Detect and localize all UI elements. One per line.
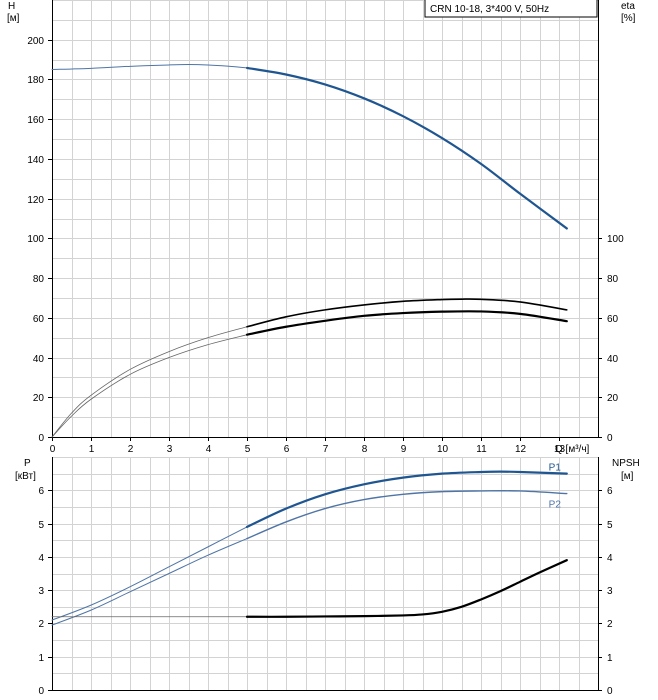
series-label-p1: P1 xyxy=(549,463,562,474)
npsh-axis-tick-label: 0 xyxy=(607,686,613,697)
npsh-axis-tick-label: 3 xyxy=(607,586,613,597)
head-axis-unit: [м] xyxy=(7,13,20,24)
label-layer: P1 P2 xyxy=(549,463,562,511)
power-axis-unit: [кВт] xyxy=(15,471,36,482)
npsh-axis-tick-label: 6 xyxy=(607,486,613,497)
power-axis-tick-label: 2 xyxy=(38,619,44,630)
head-axis-tick-label: 120 xyxy=(27,195,44,206)
head-axis-tick-label: 80 xyxy=(33,274,45,285)
head-axis-tick-label: 0 xyxy=(38,433,44,444)
eta-lower-bold-curve xyxy=(245,310,568,336)
eta-upper-bold-curve xyxy=(246,298,568,328)
chart-title-box xyxy=(424,0,598,18)
head-bold-curve xyxy=(245,66,568,230)
power-axis-tick-label: 0 xyxy=(38,686,44,697)
x-axis-tick-label: 9 xyxy=(401,444,407,455)
chart-title: CRN 10-18, 3*400 V, 50Hz xyxy=(430,4,549,15)
p1-bold-curve xyxy=(245,470,568,528)
x-axis-tick-label: 2 xyxy=(128,444,134,455)
x-axis-tick-label: 0 xyxy=(50,444,56,455)
npsh-axis-tick-label: 2 xyxy=(607,619,613,630)
power-axis-tick-label: 1 xyxy=(38,653,44,664)
eta-axis-tick-label: 20 xyxy=(607,393,619,404)
head-axis-tick-label: 40 xyxy=(33,354,45,365)
head-axis-title: H xyxy=(8,1,15,12)
npsh-axis-unit: [м] xyxy=(621,471,634,482)
power-axis-tick-label: 3 xyxy=(38,586,44,597)
eta-axis-tick-label: 100 xyxy=(607,234,624,245)
npsh-bold-curve xyxy=(245,559,568,618)
series-label-p2: P2 xyxy=(549,500,562,511)
power-axis-title: P xyxy=(24,458,31,469)
x-axis-tick-label: 8 xyxy=(362,444,368,455)
p1-thin-curve xyxy=(51,526,248,621)
x-axis-tick-label: 4 xyxy=(206,444,212,455)
x-axis-tick-label: 1 xyxy=(89,444,95,455)
head-thin-curve xyxy=(51,64,248,71)
x-axis-tick-label: 10 xyxy=(437,444,449,455)
x-axis-tick-label: 11 xyxy=(476,444,487,455)
npsh-axis-tick-label: 4 xyxy=(607,553,613,564)
head-axis-tick-label: 140 xyxy=(27,155,44,166)
eta-axis-tick-label: 60 xyxy=(607,314,619,325)
eta-axis-unit: [%] xyxy=(621,13,636,24)
head-axis-tick-label: 160 xyxy=(27,115,44,126)
eta-lower-thin-curve xyxy=(51,334,248,438)
x-axis-tick-label: 12 xyxy=(515,444,527,455)
head-axis-tick-label: 200 xyxy=(27,36,44,47)
eta-axis-tick-label: 80 xyxy=(607,274,619,285)
npsh-axis-tick-label: 1 xyxy=(607,653,613,664)
head-axis-tick-label: 180 xyxy=(27,75,44,86)
head-axis-tick-label: 60 xyxy=(33,314,45,325)
power-axis-tick-label: 4 xyxy=(38,553,44,564)
eta-axis-tick-label: 0 xyxy=(607,433,613,444)
p2-thin-curve xyxy=(51,538,248,626)
head-axis-tick-label: 20 xyxy=(33,393,45,404)
curve-layer xyxy=(51,64,568,626)
head-axis-tick-label: 100 xyxy=(27,234,44,245)
x-axis-tick-label: 7 xyxy=(323,444,329,455)
eta-upper-thin-curve xyxy=(51,326,248,438)
axis-layer: 0204060801001201401601802000204060801000… xyxy=(27,0,624,697)
npsh-axis-title: NPSH xyxy=(612,458,640,469)
eta-axis-tick-label: 40 xyxy=(607,354,619,365)
grid-layer xyxy=(52,0,599,690)
x-axis-tick-label: 3 xyxy=(167,444,173,455)
p2-bold-curve xyxy=(246,490,568,540)
x-axis-tick-label: 5 xyxy=(245,444,251,455)
eta-axis-title: eta xyxy=(621,1,635,12)
x-axis-title: Q [м³/ч] xyxy=(555,444,590,455)
power-axis-tick-label: 5 xyxy=(38,520,44,531)
x-axis-tick-label: 13 xyxy=(554,444,566,455)
npsh-axis-tick-label: 5 xyxy=(607,520,613,531)
x-axis-tick-label: 6 xyxy=(284,444,290,455)
power-axis-tick-label: 6 xyxy=(38,486,44,497)
